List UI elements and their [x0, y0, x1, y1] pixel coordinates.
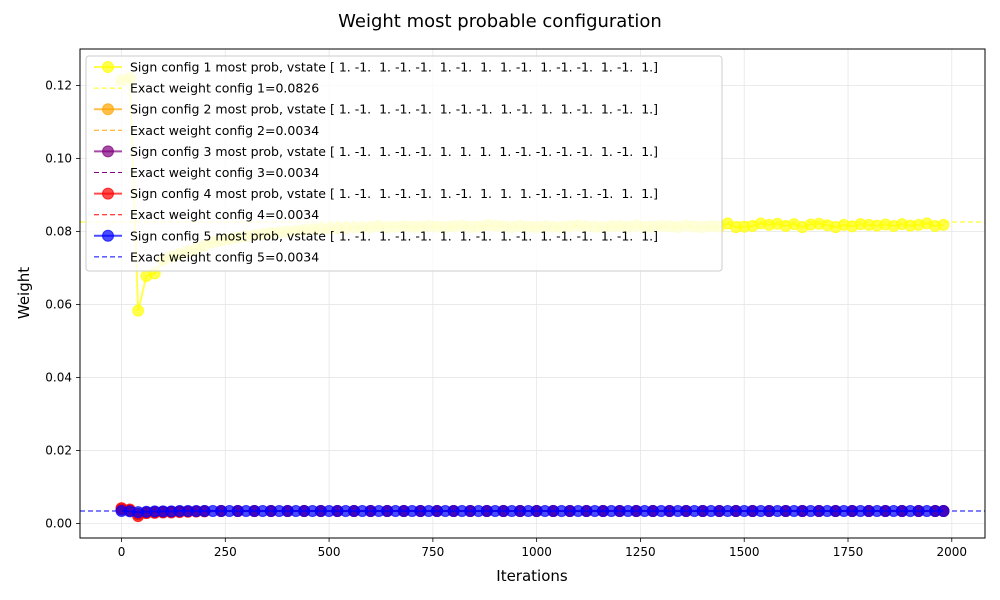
x-tick-label: 750: [421, 545, 444, 559]
legend-entry-label: Exact weight config 4=0.0034: [130, 207, 319, 222]
data-point: [937, 218, 950, 231]
x-tick-label: 500: [318, 545, 341, 559]
y-tick-label: 0.00: [45, 516, 72, 530]
x-tick-label: 0: [118, 545, 126, 559]
legend-entry-label: Sign config 3 most prob, vstate [ 1. -1.…: [130, 144, 658, 159]
legend-entry-label: Exact weight config 5=0.0034: [130, 249, 319, 264]
data-point: [937, 504, 950, 517]
legend-entry-label: Sign config 2 most prob, vstate [ 1. -1.…: [130, 102, 658, 117]
legend-marker-swatch: [102, 187, 114, 200]
plot-frame: [79, 48, 986, 539]
x-axis: 0 250 500 750 1000 1250 1500 1750 2000: [118, 538, 967, 559]
x-tick-label: 1500: [729, 545, 760, 559]
y-tick-label: 0.02: [45, 443, 72, 457]
y-tick-label: 0.10: [45, 151, 72, 165]
y-tick-label: 0.04: [45, 370, 72, 384]
data-point: [132, 304, 145, 317]
legend-marker-swatch: [102, 61, 114, 73]
x-tick-label: 250: [214, 545, 237, 559]
legend-entry-label: Exact weight config 3=0.0034: [130, 165, 319, 180]
legend-entry-label: Sign config 1 most prob, vstate [ 1. -1.…: [130, 60, 658, 75]
legend-entry-label: Sign config 4 most prob, vstate [ 1. -1.…: [130, 186, 658, 201]
legend-marker-swatch: [102, 103, 114, 116]
x-tick-label: 2000: [937, 545, 968, 559]
legend-marker-swatch: [102, 145, 114, 158]
x-tick-label: 1000: [521, 545, 552, 559]
y-axis: 0.00 0.02 0.04 0.06 0.08 0.10 0.12: [45, 78, 80, 530]
y-tick-label: 0.12: [45, 78, 72, 92]
y-tick-label: 0.06: [45, 297, 72, 311]
legend-box: [85, 55, 723, 272]
chart-title: Weight most probable configuration: [338, 11, 662, 32]
legend-entry-label: Exact weight config 2=0.0034: [130, 123, 319, 138]
y-axis-label: Weight: [15, 267, 33, 319]
y-tick-label: 0.08: [45, 224, 72, 238]
x-tick-label: 1750: [833, 545, 864, 559]
x-tick-label: 1250: [625, 545, 656, 559]
legend-marker-swatch: [102, 229, 114, 242]
series-5: [115, 504, 950, 519]
legend-entry-label: Exact weight config 1=0.0826: [130, 81, 319, 96]
x-axis-label: Iterations: [496, 567, 568, 585]
legend: Sign config 1 most prob, vstate [ 1. -1.…: [85, 55, 723, 272]
legend-entry-label: Sign config 5 most prob, vstate [ 1. -1.…: [130, 228, 658, 243]
